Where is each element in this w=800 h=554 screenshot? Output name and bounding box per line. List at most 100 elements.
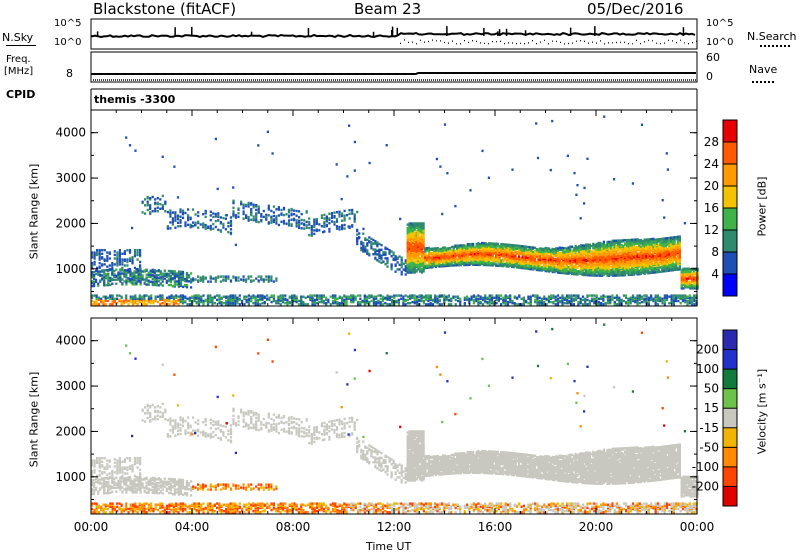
power-cell (539, 261, 542, 264)
power-cell (534, 294, 537, 297)
power-cell (618, 239, 621, 242)
power-cell (395, 294, 398, 297)
power-cell (147, 271, 150, 274)
nsearch-dotted-key (760, 45, 790, 47)
power-cell (562, 269, 565, 273)
power-cell (519, 260, 522, 263)
power-cell (368, 300, 371, 304)
power-cell (275, 217, 278, 220)
power-cell (609, 265, 613, 269)
power-cell (571, 245, 574, 248)
power-cell (272, 218, 275, 221)
power-cell (212, 277, 215, 280)
power-cell (472, 242, 475, 246)
power-cell (461, 244, 464, 247)
power-cell (583, 265, 586, 268)
power-cell (270, 275, 273, 278)
power-cell (338, 302, 341, 305)
power-cell (429, 252, 432, 255)
power-cell (204, 215, 207, 219)
power-cell (627, 254, 630, 257)
power-cell (252, 302, 255, 305)
power-cell (173, 280, 176, 283)
power-cell (179, 219, 182, 222)
power-cell (209, 294, 212, 297)
power-cell (597, 266, 600, 270)
power-cell (392, 257, 395, 260)
power-cell (175, 280, 178, 283)
power-cell (242, 206, 245, 210)
power-cell (217, 275, 220, 278)
power-cell (681, 299, 684, 303)
power-cell (113, 263, 116, 266)
power-cell (234, 300, 237, 304)
power-cell (620, 254, 623, 257)
power-cell (166, 296, 169, 299)
power-cell (167, 277, 170, 281)
power-cell (601, 272, 604, 275)
power-cell (473, 246, 476, 249)
power-cell (549, 256, 552, 259)
power-cell (594, 263, 597, 266)
power-cell (325, 215, 328, 218)
power-cell (556, 249, 560, 252)
power-cell (595, 294, 598, 297)
power-cell (288, 300, 291, 304)
power-cell (250, 298, 253, 302)
power-cell (362, 232, 365, 235)
power-cell (415, 246, 418, 249)
power-cell (440, 247, 443, 251)
power-cell (586, 294, 589, 297)
power-cell (572, 271, 575, 275)
power-cell (252, 215, 255, 218)
power-cell (379, 297, 382, 300)
power-cell (309, 297, 312, 300)
power-cell (565, 256, 568, 259)
power-cell (615, 303, 619, 306)
power-cell (624, 242, 627, 245)
power-cell (514, 253, 517, 256)
power-cell (500, 263, 503, 267)
power-cell (123, 280, 126, 283)
power-cell (277, 298, 280, 302)
power-cell (563, 269, 567, 273)
power-cell (288, 295, 291, 298)
power-cell (396, 268, 399, 271)
power-cell (145, 294, 148, 297)
power-cell (429, 247, 432, 251)
power-cell (549, 248, 552, 252)
power-cell (521, 245, 524, 248)
power-cell (220, 296, 223, 299)
power-cell (512, 261, 515, 264)
power-cell (153, 280, 156, 284)
power-cell (374, 250, 377, 254)
power-cell (101, 252, 104, 255)
power-cell (503, 248, 506, 252)
power-cell (360, 246, 363, 249)
power-cell (496, 253, 499, 256)
power-cell (97, 298, 100, 302)
power-cell (171, 223, 174, 226)
power-cell (343, 216, 346, 220)
power-cell (504, 302, 507, 305)
power-cell (119, 274, 122, 277)
power-cell (532, 250, 535, 254)
power-cell (438, 253, 441, 256)
power-cell (163, 298, 166, 302)
power-cell (468, 257, 471, 260)
power-cell (566, 294, 569, 297)
power-cell (161, 302, 164, 305)
power-cell (640, 300, 644, 304)
power-cell (260, 218, 263, 222)
power-cell (136, 297, 139, 300)
power-cell (509, 294, 512, 297)
power-cell (240, 278, 243, 281)
power-cell (206, 294, 210, 297)
power-cell (145, 273, 148, 276)
power-cell (238, 297, 241, 300)
power-cell (617, 269, 620, 273)
power-cell (262, 209, 265, 213)
power-cell (620, 243, 623, 247)
power-cell (572, 265, 575, 268)
nsearch-dots (400, 39, 697, 45)
